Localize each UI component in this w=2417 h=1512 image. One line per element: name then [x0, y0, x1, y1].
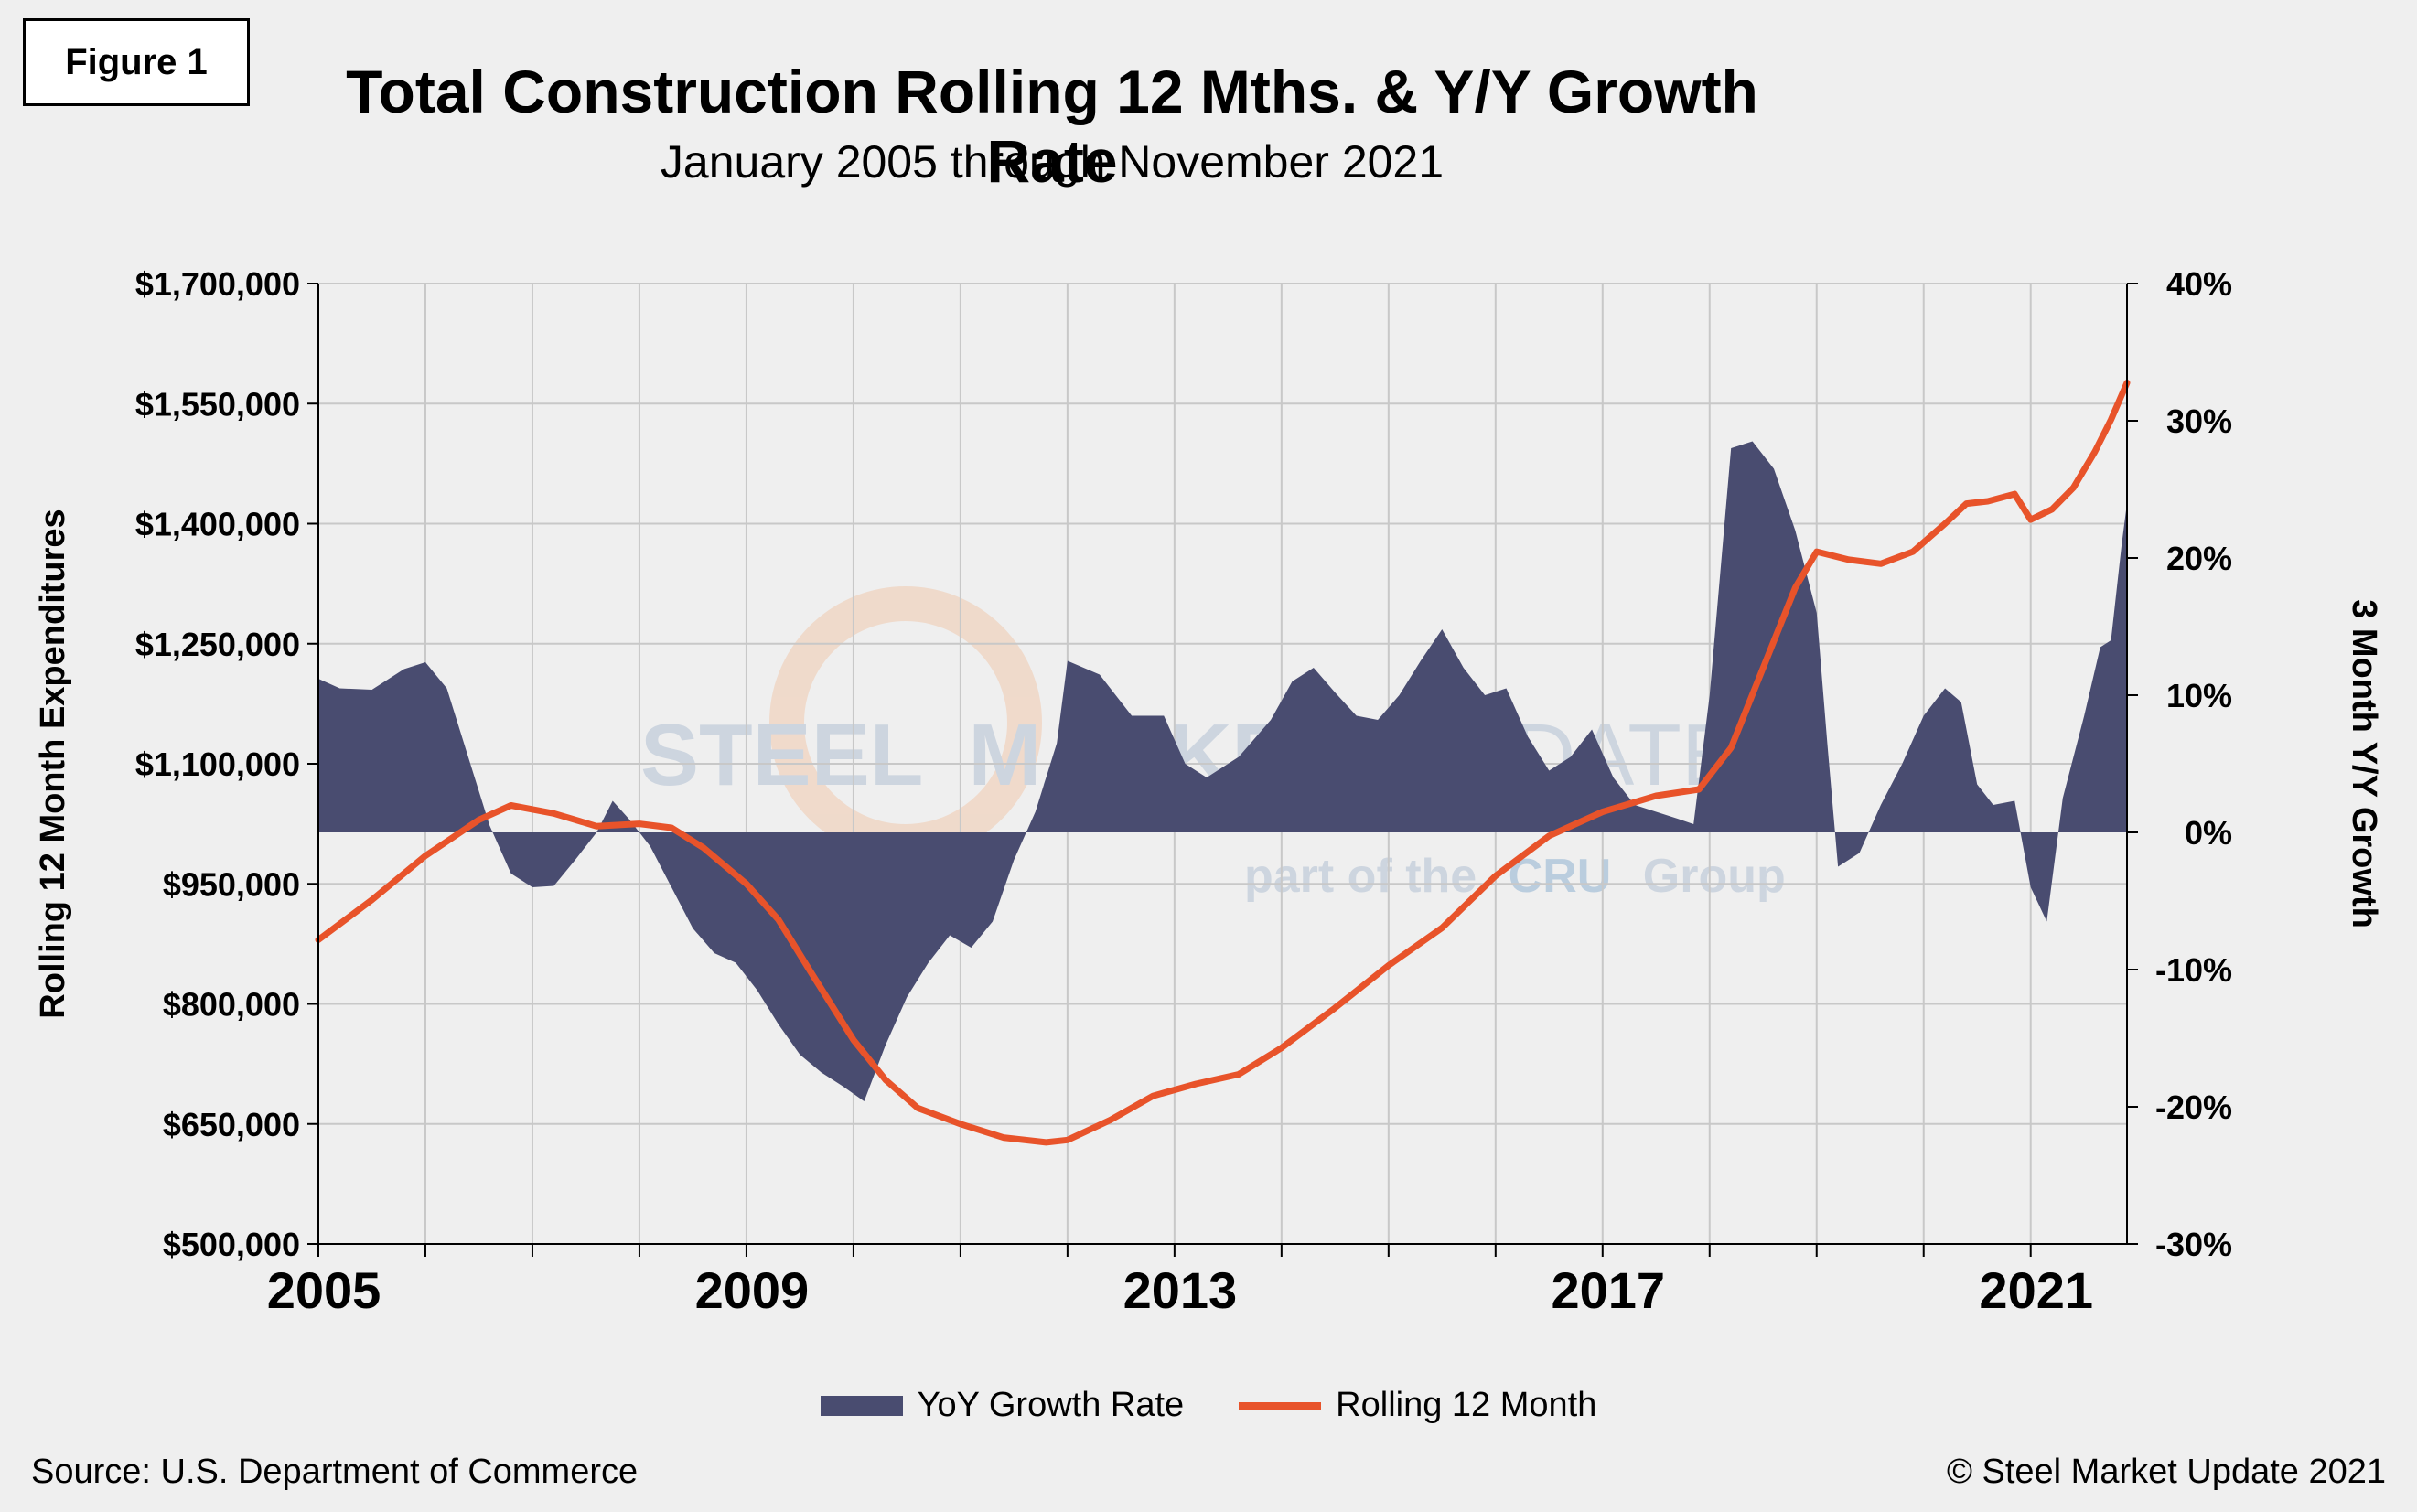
left-tick-label: $1,550,000: [135, 385, 300, 423]
right-tick-label: 40%: [2166, 265, 2232, 303]
right-tick-label: 30%: [2166, 402, 2232, 440]
watermark-cru: CRU: [1509, 850, 1612, 903]
axes: [307, 283, 2138, 1257]
watermark-steel: STEEL: [640, 706, 922, 804]
left-tick-label: $800,000: [163, 986, 300, 1024]
watermark-group: Group: [1643, 850, 1786, 903]
rolling-12-month-line: [315, 380, 2131, 1146]
legend-label-rolling: Rolling 12 Month: [1336, 1386, 1597, 1424]
right-tick-label: 0%: [2185, 814, 2232, 852]
left-tick-label: $1,250,000: [135, 626, 300, 663]
legend-swatch-line: [1239, 1401, 1322, 1410]
right-axis-title: 3 Month Y/Y Growth: [2345, 599, 2383, 928]
right-tick-label: 10%: [2166, 677, 2232, 714]
watermark-part-of-the: part of the: [1244, 850, 1477, 903]
left-axis-title: Rolling 12 Month Expenditures: [34, 509, 72, 1018]
figure-label: Figure 1: [23, 18, 250, 106]
yoy-area-layer: [318, 441, 2127, 1101]
legend: YoY Growth Rate Rolling 12 Month: [0, 1386, 2417, 1425]
legend-swatch-area: [820, 1395, 903, 1416]
x-tick-label: 2021: [1979, 1261, 2093, 1319]
axis-labels: $1,700,000 $1,550,000 $1,400,000 $1,250,000…: [34, 265, 2383, 1319]
x-tick-label: 2017: [1551, 1261, 1665, 1319]
rolling-line-layer: [315, 380, 2131, 1146]
left-tick-label: $1,400,000: [135, 506, 300, 543]
svg-text:part of the CRU Gr: part of the CRU Group: [1244, 850, 1786, 903]
legend-item-rolling: Rolling 12 Month: [1239, 1386, 1596, 1425]
right-tick-label: 20%: [2166, 540, 2232, 577]
left-tick-label: $500,000: [163, 1226, 300, 1263]
source-note: Source: U.S. Department of Commerce: [31, 1453, 639, 1491]
copyright-note: © Steel Market Update 2021: [1946, 1453, 2386, 1491]
chart-subtitle: January 2005 through November 2021: [660, 136, 1445, 188]
left-tick-label: $650,000: [163, 1106, 300, 1143]
left-tick-label: $1,100,000: [135, 745, 300, 783]
left-tick-label: $1,700,000: [135, 265, 300, 303]
right-tick-label: -30%: [2155, 1226, 2232, 1263]
right-tick-label: -10%: [2155, 951, 2232, 989]
legend-item-yoy: YoY Growth Rate: [820, 1386, 1185, 1425]
chart-title: Total Construction Rolling 12 Mths. & Y/…: [346, 58, 1758, 195]
x-tick-label: 2005: [267, 1261, 381, 1319]
yoy-growth-area: [318, 441, 2127, 1101]
grid: [317, 283, 2127, 1244]
right-tick-label: -20%: [2155, 1088, 2232, 1126]
x-tick-label: 2009: [695, 1261, 810, 1319]
left-tick-label: $950,000: [163, 865, 300, 903]
legend-label-yoy: YoY Growth Rate: [917, 1386, 1185, 1424]
x-tick-label: 2013: [1123, 1261, 1238, 1319]
